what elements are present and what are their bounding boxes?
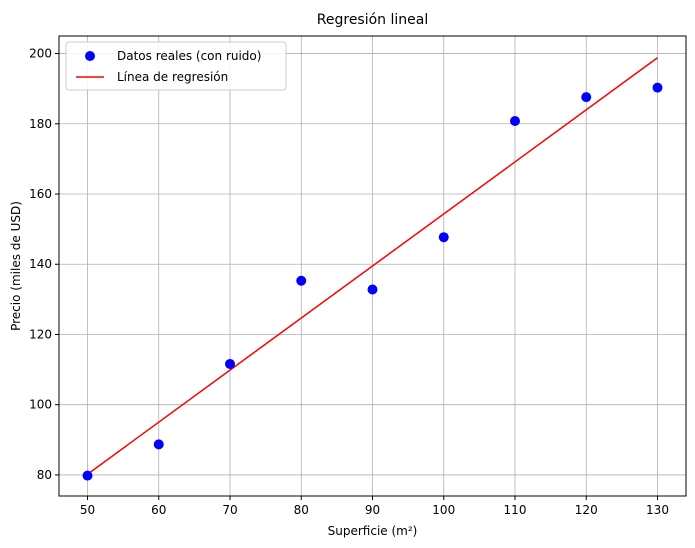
x-tick-label: 90 — [365, 503, 380, 517]
scatter-point — [225, 358, 235, 369]
y-tick-label: 100 — [29, 398, 52, 412]
scatter-point — [652, 82, 663, 93]
x-tick-label: 80 — [294, 503, 309, 517]
y-axis-ticks: 80 100 120 140 160 180 200 — [29, 47, 59, 482]
x-tick-label: 50 — [80, 503, 95, 517]
x-axis-label: Superficie (m²) — [328, 524, 418, 538]
scatter-point — [153, 439, 164, 450]
x-tick-label: 70 — [222, 503, 237, 517]
chart-title: Regresión lineal — [317, 12, 428, 28]
y-tick-label: 80 — [37, 468, 52, 482]
legend-box — [65, 41, 287, 91]
series-layer — [82, 57, 663, 481]
x-tick-label: 130 — [646, 503, 669, 517]
legend-scatter-marker — [85, 51, 95, 61]
scatter-point — [438, 232, 449, 243]
y-tick-label: 120 — [29, 327, 52, 341]
y-tick-label: 180 — [29, 117, 52, 131]
x-tick-label: 120 — [575, 503, 598, 517]
scatter-point — [367, 284, 378, 295]
scatter-point — [82, 470, 93, 481]
y-tick-label: 140 — [29, 257, 52, 271]
legend: Datos reales (con ruido) Línea de regres… — [65, 41, 287, 91]
scatter-point — [510, 115, 520, 126]
y-tick-label: 160 — [29, 187, 52, 201]
grid — [59, 36, 686, 496]
scatter-point — [581, 92, 592, 103]
regression-line — [87, 57, 658, 475]
x-tick-label: 110 — [504, 503, 527, 517]
y-tick-label: 200 — [29, 47, 52, 61]
legend-entry-line: Línea de regresión — [117, 70, 228, 84]
x-tick-label: 100 — [432, 503, 455, 517]
scatter-point — [296, 275, 307, 286]
x-tick-label: 60 — [151, 503, 166, 517]
x-axis-ticks: 50 60 70 80 90 100 110 120 130 — [80, 496, 669, 517]
legend-entry-scatter: Datos reales (con ruido) — [117, 49, 261, 63]
y-axis-label: Precio (miles de USD) — [9, 201, 23, 331]
